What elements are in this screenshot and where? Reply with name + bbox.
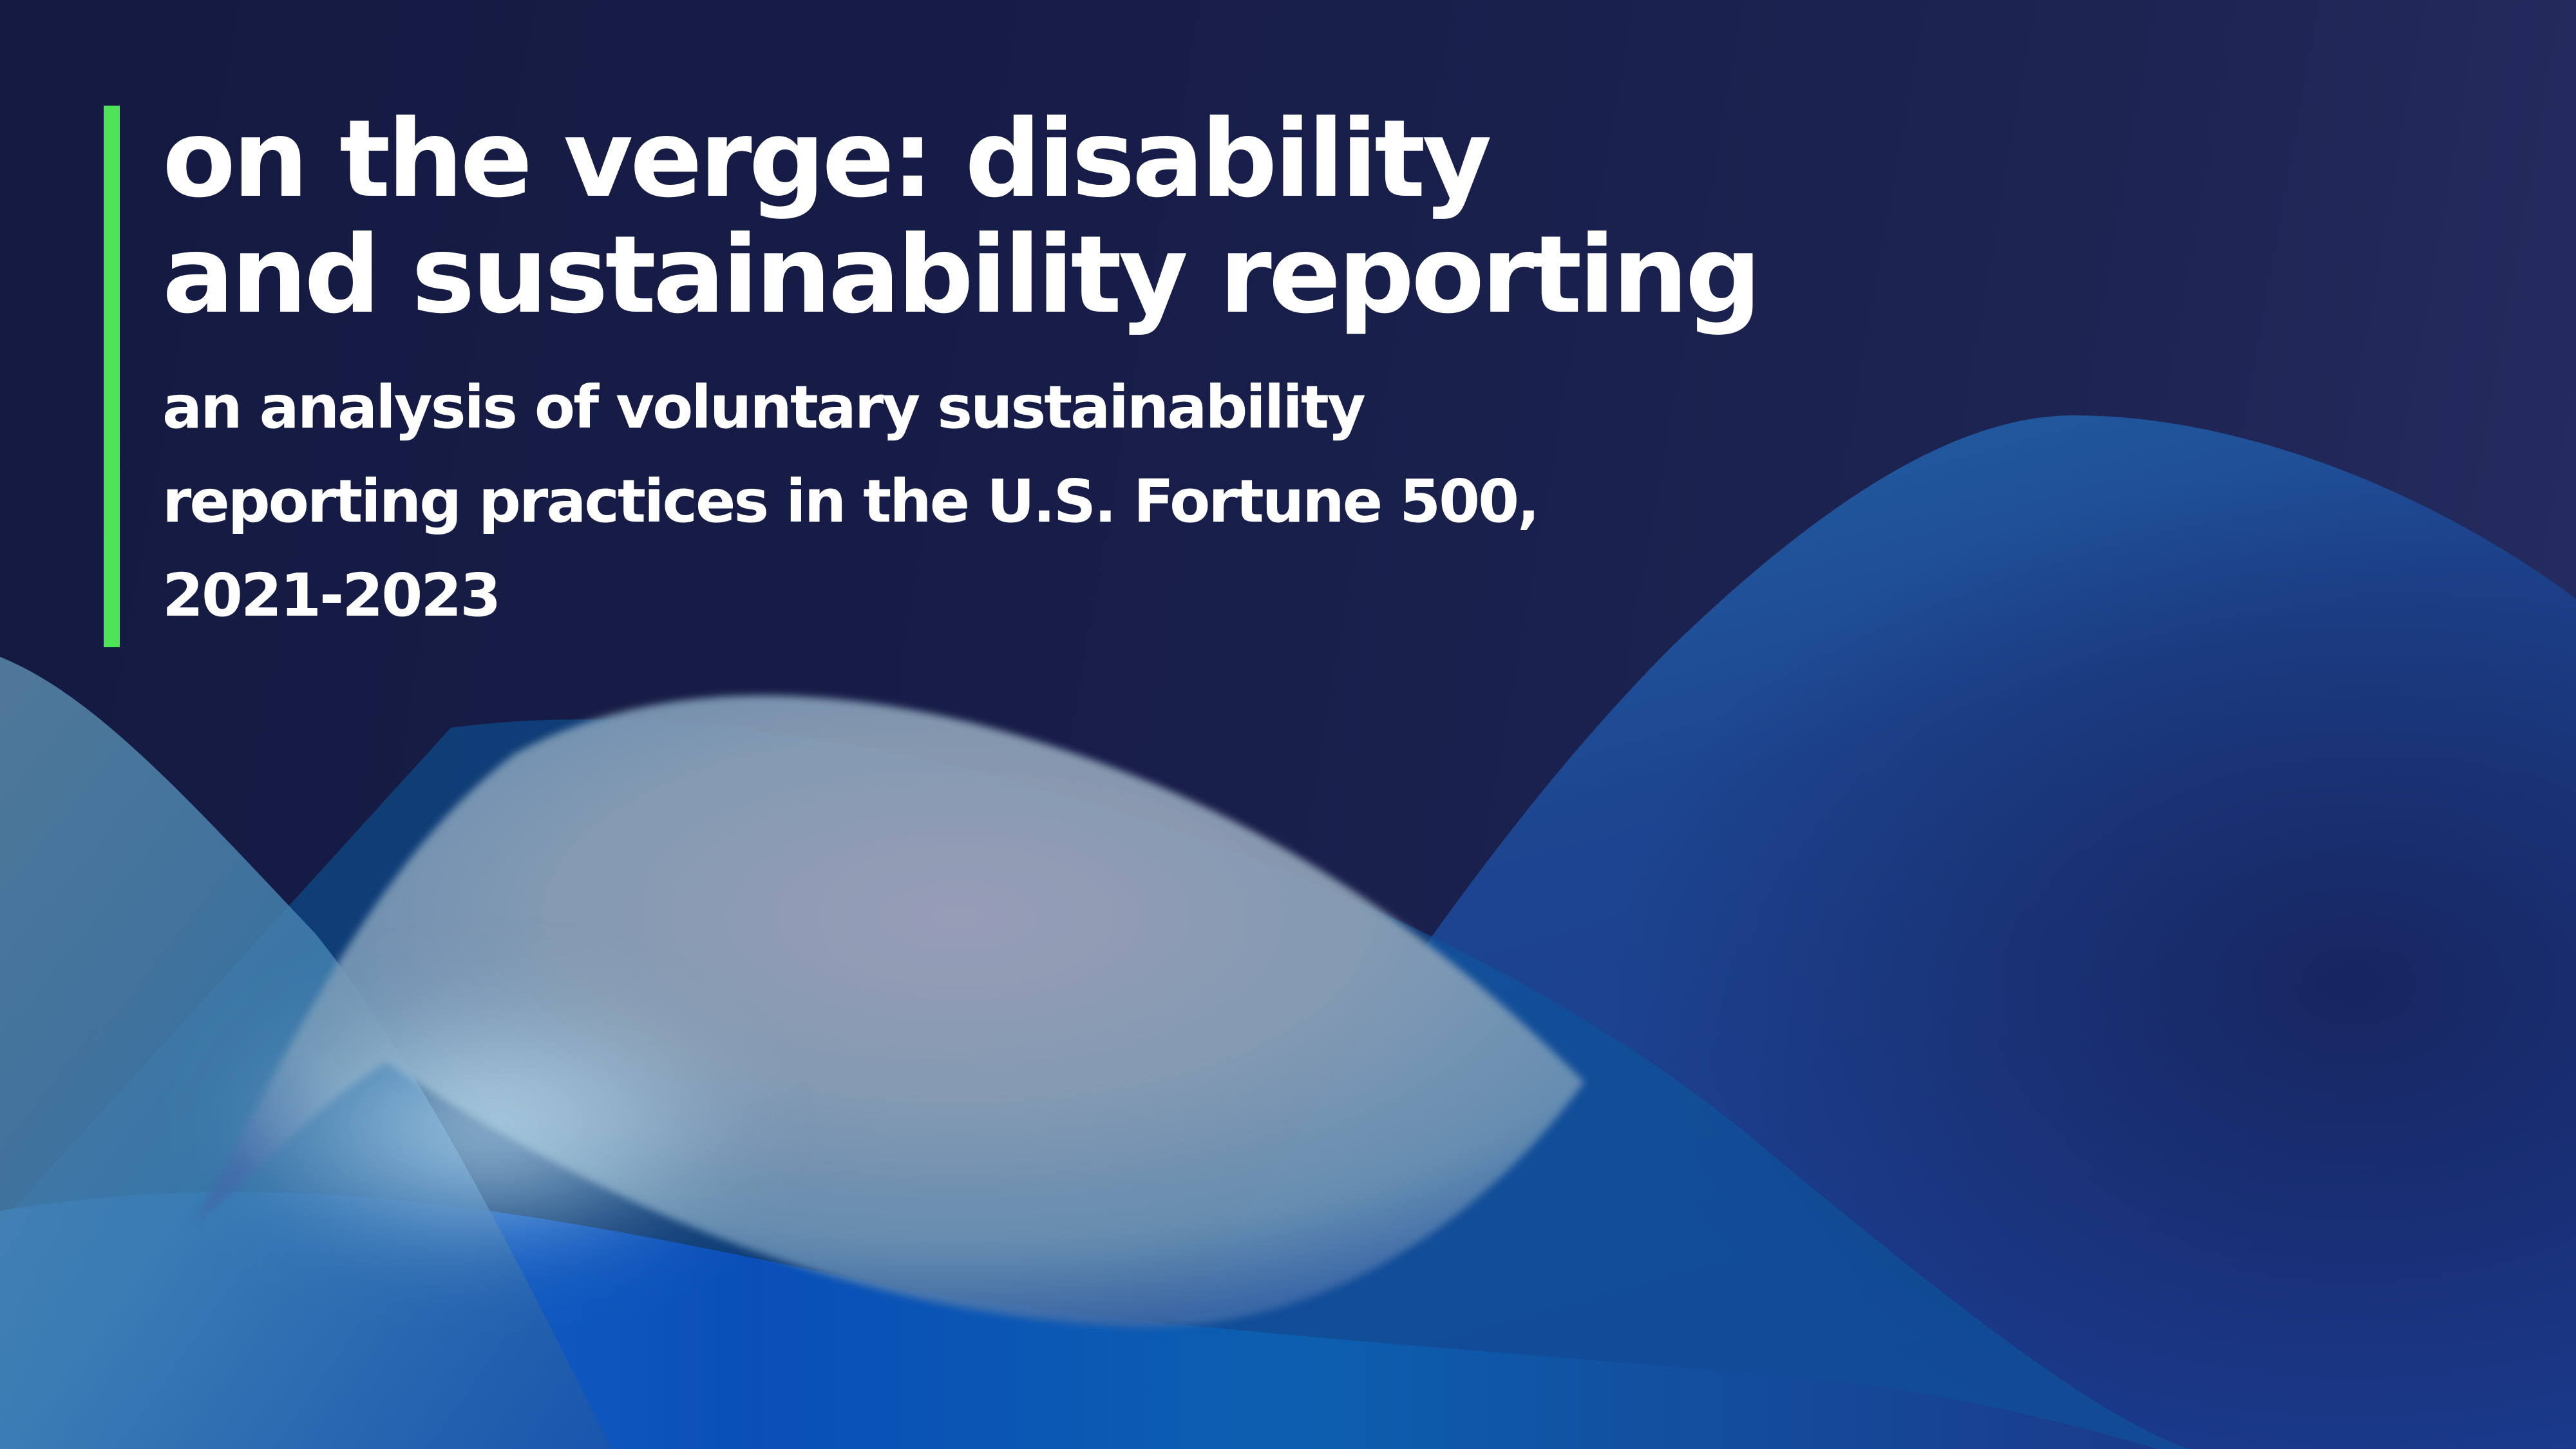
report-title: on the verge: disability and sustainabil… (162, 97, 1761, 337)
central-blob (193, 695, 1584, 1327)
title-line-2: and sustainability reporting (162, 213, 1761, 337)
subtitle-line-3: 2021-2023 (162, 561, 501, 630)
accent-bar (104, 106, 120, 647)
subtitle-line-2: reporting practices in the U.S. Fortune … (162, 467, 1540, 536)
title-block: on the verge: disability and sustainabil… (162, 97, 1761, 643)
title-line-1: on the verge: disability (162, 97, 1492, 222)
glow-highlight (219, 985, 760, 1269)
report-subtitle: an analysis of voluntary sustainability … (162, 361, 1758, 643)
subtitle-line-1: an analysis of voluntary sustainability (162, 373, 1366, 442)
